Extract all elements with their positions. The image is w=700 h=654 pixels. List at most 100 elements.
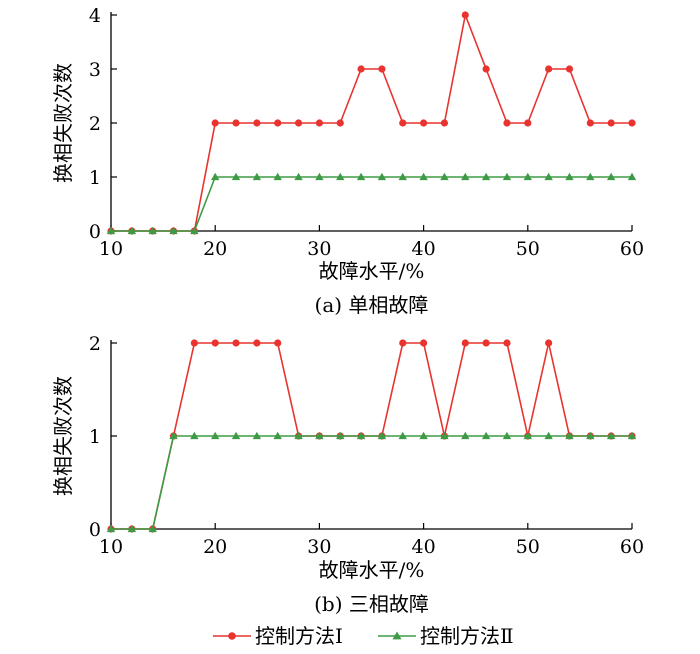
data-point-method2: [294, 431, 303, 440]
data-point-method2: [211, 172, 220, 181]
x-tick-label: 30: [307, 238, 331, 260]
chart-legend: 控制方法Ⅰ 控制方法Ⅱ: [213, 624, 514, 648]
data-point-method2: [190, 431, 199, 440]
legend-label: 控制方法Ⅰ: [255, 624, 343, 648]
data-point-method2: [586, 172, 595, 181]
data-point-method1: [315, 119, 323, 127]
data-point-method2: [627, 431, 637, 440]
legend-label: 控制方法Ⅱ: [420, 624, 514, 648]
x-tick-label: 50: [516, 536, 540, 558]
data-point-method2: [169, 431, 178, 440]
data-point-method2: [606, 172, 616, 181]
x-tick-label: 10: [99, 536, 123, 558]
panel-caption: (a) 单相故障: [315, 293, 429, 317]
x-tick-label: 20: [203, 238, 227, 260]
data-point-method1: [274, 119, 282, 127]
series-line-method1: [111, 12, 632, 232]
data-point-method1: [524, 119, 532, 127]
legend-marker-circle: [228, 632, 236, 640]
y-tick-label: 1: [89, 426, 101, 448]
data-point-method1: [545, 339, 553, 347]
data-point-method1: [440, 119, 449, 127]
data-point-method1: [274, 339, 282, 347]
data-point-method2: [440, 431, 449, 440]
data-point-method2: [544, 172, 553, 181]
x-tick-label: 40: [412, 536, 436, 558]
data-point-method2: [461, 431, 470, 440]
data-point-method1: [399, 339, 407, 347]
data-point-method1: [461, 11, 469, 19]
x-tick-label: 60: [620, 536, 644, 558]
data-point-method1: [461, 339, 469, 347]
data-point-method2: [523, 172, 532, 181]
data-point-method2: [461, 172, 470, 181]
data-point-method2: [252, 431, 262, 440]
x-tick-label: 50: [516, 238, 540, 260]
panel-caption: (b) 三相故障: [314, 592, 429, 616]
legend-marker-triangle: [392, 631, 402, 640]
data-point-method2: [336, 172, 345, 181]
data-point-method1: [586, 119, 594, 127]
data-point-method2: [127, 524, 137, 533]
data-point-method1: [357, 65, 365, 73]
data-point-method2: [211, 431, 220, 440]
y-tick-label: 3: [89, 59, 101, 81]
data-point-method1: [399, 119, 407, 127]
data-point-method1: [253, 339, 261, 347]
data-point-method1: [607, 119, 615, 127]
data-point-method1: [482, 65, 490, 73]
data-point-method2: [315, 172, 324, 181]
y-axis-title: 换相失败次数: [51, 376, 75, 496]
data-point-method2: [127, 226, 137, 235]
x-tick-label: 60: [620, 238, 644, 260]
data-point-method2: [377, 172, 387, 181]
data-point-method1: [565, 65, 574, 73]
data-point-method1: [503, 119, 511, 127]
data-point-method2: [377, 431, 387, 440]
data-point-method1: [211, 339, 219, 347]
data-point-method2: [252, 172, 262, 181]
data-point-method1: [378, 65, 386, 73]
data-point-method2: [502, 172, 512, 181]
y-tick-label: 0: [89, 221, 101, 243]
data-point-method2: [273, 431, 282, 440]
data-point-method2: [294, 172, 303, 181]
data-point-method2: [419, 431, 428, 440]
data-point-method1: [336, 119, 344, 127]
x-axis-title: 故障水平/%: [319, 259, 425, 283]
data-point-method2: [231, 172, 241, 181]
y-tick-label: 4: [89, 5, 101, 27]
data-point-method2: [523, 431, 532, 440]
x-tick-label: 10: [99, 238, 123, 260]
data-point-method1: [232, 339, 240, 347]
data-point-method1: [503, 339, 511, 347]
data-point-method2: [106, 226, 116, 235]
y-tick-label: 2: [89, 113, 101, 135]
y-tick-label: 2: [89, 333, 101, 355]
data-point-method2: [627, 172, 637, 181]
data-point-method2: [398, 172, 407, 181]
x-tick-label: 20: [203, 536, 227, 558]
data-point-method2: [440, 172, 449, 181]
series-line-method2: [111, 435, 632, 530]
data-point-method2: [356, 172, 366, 181]
x-tick-label: 40: [412, 238, 436, 260]
data-point-method1: [294, 119, 303, 127]
x-axis-title: 故障水平/%: [319, 558, 425, 582]
data-point-method2: [565, 172, 574, 181]
data-point-method1: [420, 339, 428, 347]
data-point-method2: [398, 431, 407, 440]
data-point-method2: [169, 226, 178, 235]
data-point-method2: [336, 431, 345, 440]
data-point-method2: [606, 431, 616, 440]
data-point-method1: [545, 65, 553, 73]
data-point-method2: [315, 431, 324, 440]
data-point-method2: [586, 431, 595, 440]
data-point-method1: [253, 119, 261, 127]
data-point-method1: [190, 339, 198, 347]
data-point-method2: [356, 431, 366, 440]
data-point-method2: [419, 172, 428, 181]
